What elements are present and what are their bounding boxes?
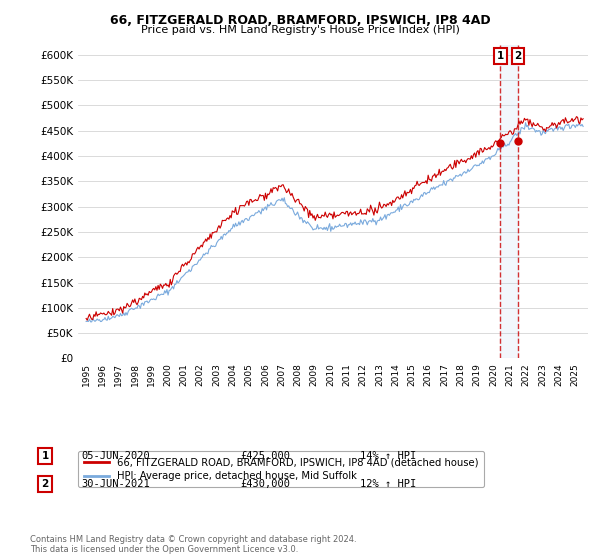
Text: 2: 2 bbox=[41, 479, 49, 489]
Text: 1: 1 bbox=[41, 451, 49, 461]
Text: £430,000: £430,000 bbox=[240, 479, 290, 489]
Text: 1: 1 bbox=[497, 51, 504, 61]
Legend: 66, FITZGERALD ROAD, BRAMFORD, IPSWICH, IP8 4AD (detached house), HPI: Average p: 66, FITZGERALD ROAD, BRAMFORD, IPSWICH, … bbox=[78, 451, 484, 487]
Text: Contains HM Land Registry data © Crown copyright and database right 2024.
This d: Contains HM Land Registry data © Crown c… bbox=[30, 535, 356, 554]
Text: Price paid vs. HM Land Registry's House Price Index (HPI): Price paid vs. HM Land Registry's House … bbox=[140, 25, 460, 35]
Text: 05-JUN-2020: 05-JUN-2020 bbox=[81, 451, 150, 461]
Text: £425,000: £425,000 bbox=[240, 451, 290, 461]
Bar bbox=[500, 45, 518, 358]
Text: 2: 2 bbox=[514, 51, 521, 61]
Text: 12% ↑ HPI: 12% ↑ HPI bbox=[360, 479, 416, 489]
Text: 66, FITZGERALD ROAD, BRAMFORD, IPSWICH, IP8 4AD: 66, FITZGERALD ROAD, BRAMFORD, IPSWICH, … bbox=[110, 14, 490, 27]
Text: 30-JUN-2021: 30-JUN-2021 bbox=[81, 479, 150, 489]
Text: 14% ↑ HPI: 14% ↑ HPI bbox=[360, 451, 416, 461]
